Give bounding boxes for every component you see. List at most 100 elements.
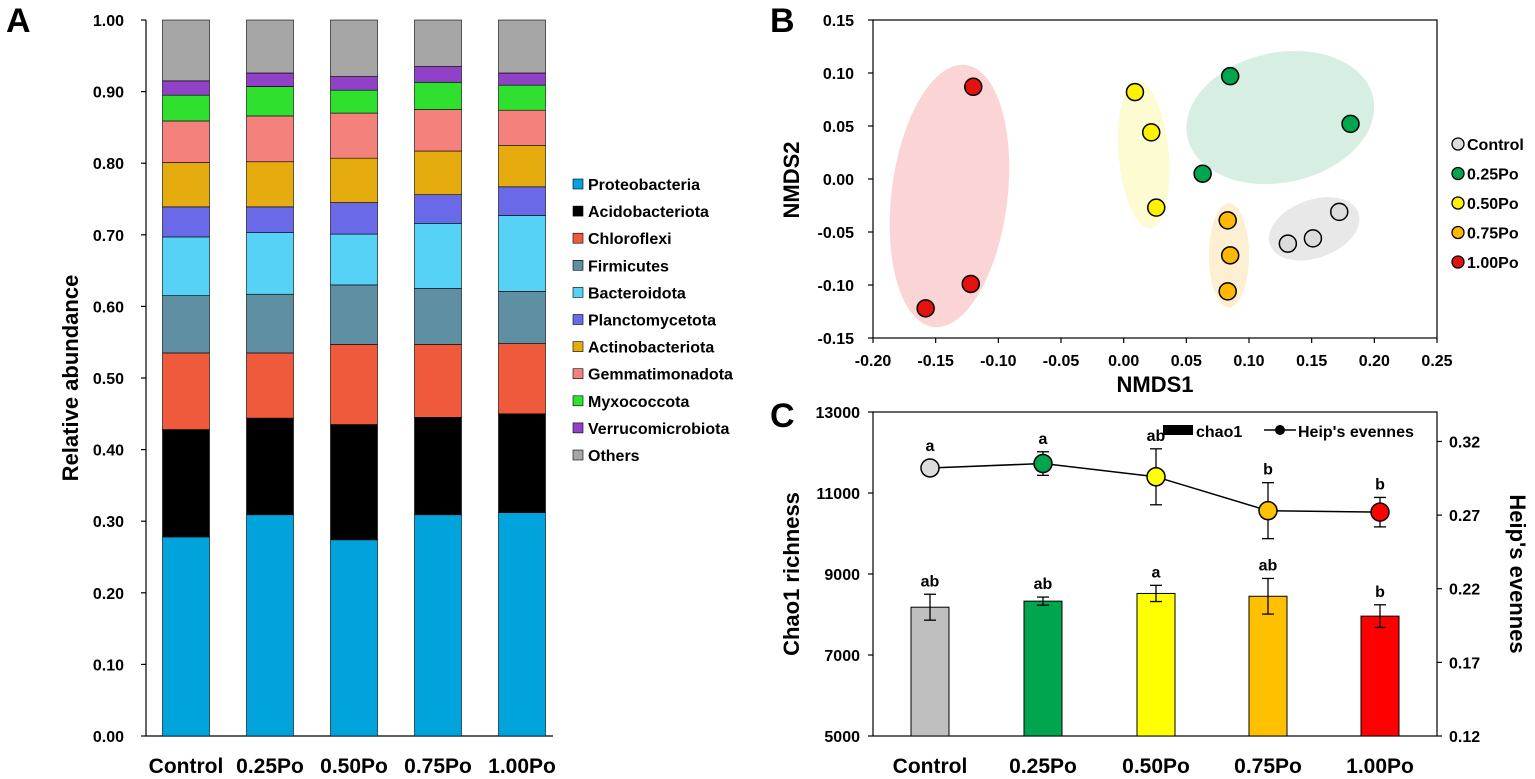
- stacked-bar-segment: [330, 539, 378, 737]
- legend-label: Verrucomicrobiota: [588, 421, 729, 438]
- stacked-bar-segment: [162, 120, 210, 163]
- legend-label: chao1: [1196, 424, 1242, 441]
- panel-c-category-label: 0.25Po: [1009, 755, 1077, 778]
- stacked-bar-segment: [162, 19, 210, 82]
- panel-b-letter: B: [770, 2, 795, 40]
- scatter-point: [1218, 211, 1237, 230]
- stacked-bar-segment: [498, 413, 546, 513]
- stacked-bar-segment: [414, 194, 462, 224]
- panel-c-y2tick-label: 0.22: [1449, 582, 1480, 599]
- chao1-significance-label: b: [1375, 584, 1385, 601]
- panel-c-y2tick-label: 0.32: [1449, 434, 1480, 451]
- stacked-bar-segment: [498, 343, 546, 415]
- legend-label: Proteobacteria: [588, 177, 700, 194]
- stacked-bar-segment: [414, 109, 462, 152]
- panel-c-letter: C: [770, 397, 795, 435]
- scatter-point: [1147, 198, 1166, 217]
- evenness-point: [920, 458, 940, 478]
- panel-a-letter: A: [6, 2, 31, 40]
- legend-label: 0.75Po: [1467, 226, 1519, 243]
- panel-c-y2label: Heip's evennes: [1505, 494, 1530, 653]
- evenness-significance-label: a: [926, 438, 935, 455]
- legend-swatch: [572, 259, 584, 271]
- panel-b-ytick-label: -0.15: [818, 331, 855, 348]
- evenness-significance-label: b: [1375, 476, 1385, 493]
- evenness-point: [1370, 502, 1390, 522]
- chao1-bar: [1136, 592, 1176, 737]
- panel-c-category-label: 0.75Po: [1234, 755, 1302, 778]
- chao1-bar: [910, 606, 950, 737]
- stacked-bar-segment: [246, 514, 294, 737]
- panel-b-ytick-label: -0.05: [818, 225, 855, 242]
- panel-a-category-label: 0.50Po: [320, 755, 388, 778]
- chao1-bar: [1360, 615, 1400, 737]
- stacked-bar-segment: [330, 284, 378, 345]
- stacked-bar-segment: [162, 352, 210, 430]
- stacked-bar-segment: [498, 291, 546, 344]
- panel-a-ytick-label: 0.40: [93, 443, 124, 460]
- scatter-point: [964, 77, 983, 97]
- stacked-bar-segment: [246, 19, 294, 74]
- panel-c-ytick-label: 5000: [824, 729, 860, 746]
- panel-b-xtick-label: -0.20: [855, 353, 892, 370]
- stacked-bar-segment: [414, 288, 462, 345]
- panel-c-y2tick-label: 0.17: [1449, 655, 1480, 672]
- scatter-point: [1303, 229, 1323, 248]
- stacked-bar-segment: [414, 81, 462, 110]
- legend-swatch: [572, 205, 584, 217]
- stacked-bar-segment: [498, 186, 546, 216]
- stacked-bar-segment: [330, 112, 378, 159]
- stacked-bar-segment: [162, 236, 210, 296]
- scatter-point: [1341, 114, 1360, 134]
- legend-label: Acidobacteriota: [588, 204, 709, 221]
- legend-marker: [1451, 166, 1465, 181]
- ellipse-1-00po: [889, 64, 1010, 328]
- stacked-bar-segment: [162, 94, 210, 122]
- panel-b-xtick-label: -0.15: [917, 353, 954, 370]
- stacked-bar-segment: [162, 536, 210, 737]
- stacked-bar-segment: [246, 115, 294, 163]
- stacked-bar-segment: [330, 89, 378, 114]
- ellipse-control: [1268, 197, 1360, 261]
- panel-b-ylabel: NMDS2: [779, 141, 804, 218]
- evenness-significance-label: b: [1263, 462, 1273, 479]
- legend-swatch: [572, 232, 584, 244]
- panel-c-ylabel: Chao1 richness: [779, 492, 804, 656]
- chao1-significance-label: ab: [921, 573, 940, 590]
- legend-marker: [1451, 196, 1465, 210]
- legend-label: 0.50Po: [1467, 196, 1519, 213]
- stacked-bar-segment: [330, 76, 378, 91]
- panel-a-category-label: Control: [149, 755, 224, 778]
- evenness-significance-label: a: [1039, 431, 1048, 448]
- panel-b-xtick-label: 0.05: [1171, 353, 1202, 370]
- chao1-significance-label: a: [1152, 564, 1161, 581]
- stacked-bar-segment: [162, 162, 210, 208]
- panel-a-ytick-label: 1.00: [93, 13, 124, 30]
- legend-label: Others: [588, 448, 640, 465]
- legend-swatch: [572, 341, 584, 352]
- stacked-bar-segment: [498, 512, 546, 737]
- panel-c-ytick-label: 13000: [816, 405, 861, 422]
- panel-c-y2tick-label: 0.12: [1449, 729, 1480, 746]
- panel-a-ylabel: Relative abundance: [58, 275, 83, 482]
- evenness-point: [1146, 467, 1166, 487]
- stacked-bar-segment: [162, 429, 210, 538]
- panel-b-xlabel: NMDS1: [1116, 372, 1193, 397]
- stacked-bar-segment: [498, 145, 546, 188]
- panel-a-stacked-bar-chart: Relative abundance 0.00 0.10 0.20 0.30 0.40 0…: [58, 13, 556, 778]
- panel-a-legend: Proteobacteria Acidobacteriota Chloroflexi…: [572, 177, 733, 465]
- panel-c-category-label: 0.50Po: [1122, 755, 1190, 778]
- panel-b-ytick-label: -0.10: [818, 278, 855, 295]
- panel-c-diversity-chart: Chao1 richness Heip's evennes 5000 7000 90…: [779, 405, 1530, 778]
- legend-swatch: [572, 287, 584, 298]
- panel-a-category-label: 0.75Po: [404, 755, 472, 778]
- scatter-point: [1278, 234, 1298, 253]
- stacked-bar-segment: [330, 19, 378, 77]
- panel-c-ytick-label: 9000: [824, 567, 860, 584]
- stacked-bar-segment: [330, 157, 378, 203]
- stacked-bar-segment: [414, 223, 462, 289]
- scatter-point: [1220, 66, 1240, 86]
- stacked-bar-segment: [246, 72, 294, 87]
- panel-a-category-label: 1.00Po: [488, 755, 556, 778]
